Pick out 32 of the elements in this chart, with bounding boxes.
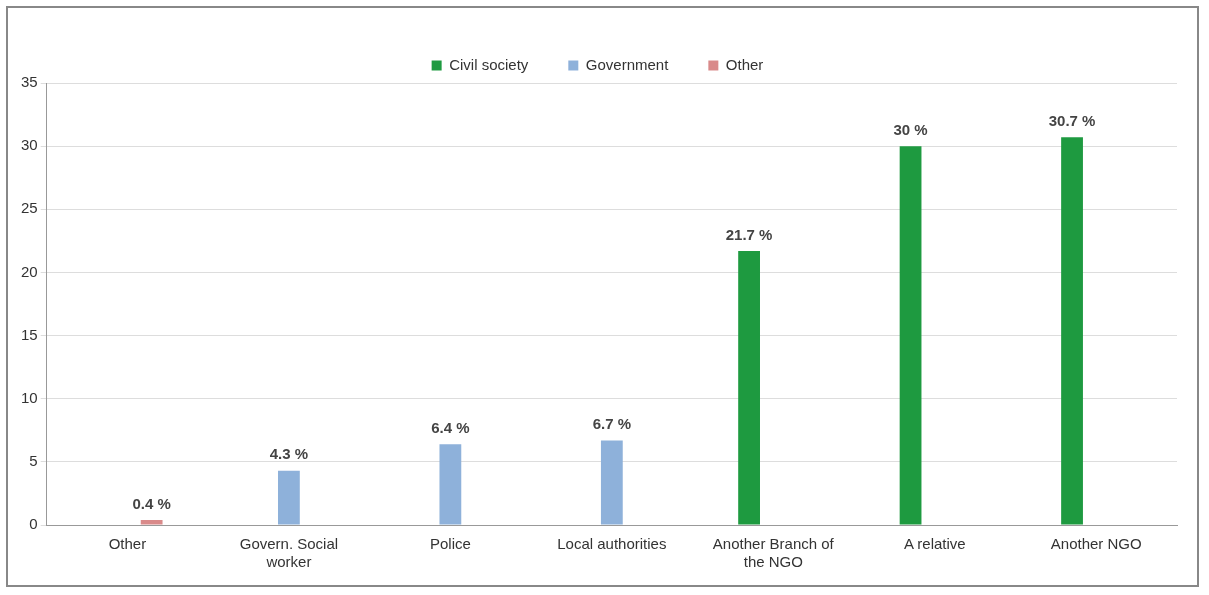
bar <box>278 470 300 525</box>
data-label: 4.3 % <box>269 445 309 463</box>
data-label: 30 % <box>893 120 928 138</box>
x-tick-label: Another Branch of the NGO <box>712 535 835 571</box>
data-label: 21.7 % <box>725 225 773 243</box>
y-tick-label: 20 <box>21 262 38 280</box>
y-tick-label: 30 <box>21 136 38 154</box>
x-tick-label: Local authorities <box>557 535 667 553</box>
bar <box>899 146 922 525</box>
data-label: 30.7 % <box>1048 111 1096 129</box>
data-label: 6.4 % <box>431 418 470 436</box>
bar <box>738 250 760 525</box>
data-label: 6.7 % <box>592 415 632 433</box>
y-tick-label: 0 <box>29 515 38 533</box>
bar <box>600 440 623 525</box>
bar <box>140 519 163 525</box>
bar <box>439 444 462 525</box>
x-tick-label: Another NGO <box>1050 535 1142 553</box>
y-tick-label: 15 <box>21 325 38 343</box>
legend-label: Other <box>725 55 764 73</box>
data-label: 0.4 % <box>132 494 171 512</box>
x-tick-label: A relative <box>903 535 966 553</box>
x-tick-label: Other <box>108 535 147 553</box>
x-tick-label: Govern. Social worker <box>239 535 339 571</box>
legend-label: Civil society <box>449 55 529 73</box>
y-tick-label: 5 <box>29 452 38 469</box>
y-tick-label: 35 <box>21 73 38 91</box>
y-tick-label: 10 <box>21 388 38 406</box>
bar <box>1061 137 1083 525</box>
y-tick-label: 25 <box>21 199 38 217</box>
x-tick-label: Police <box>429 535 471 553</box>
legend-label: Government <box>585 55 670 73</box>
